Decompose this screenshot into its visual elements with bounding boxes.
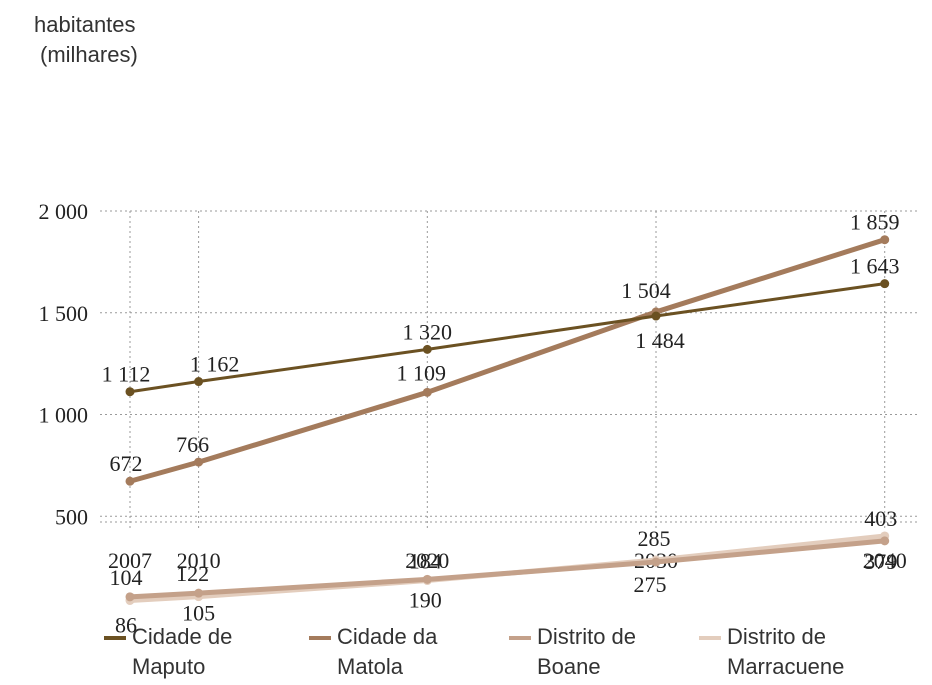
data-label-s3-2010: 105 <box>182 601 215 626</box>
legend-swatch-boane <box>509 636 531 640</box>
legend-item-maputo: Cidade de Maputo <box>104 622 309 682</box>
x-tick-label-2040: 2040 <box>863 548 907 573</box>
data-point-s1-2020 <box>422 387 432 397</box>
data-point-s2-2007 <box>125 592 135 602</box>
series-line-1 <box>127 237 888 484</box>
data-point-s0-2010 <box>194 377 204 387</box>
y-tick-label-500: 500 <box>55 504 88 529</box>
data-label-s3-2030: 285 <box>638 526 671 551</box>
legend-label-maputo-line2: Maputo <box>132 654 206 679</box>
data-label-s3-2007: 86 <box>115 612 137 637</box>
data-point-s0-2040 <box>880 279 890 289</box>
y-axis-title-line2: (milhares) <box>40 42 138 67</box>
data-point-s1-2007 <box>125 476 135 486</box>
y-tick-label-1000: 1 000 <box>39 403 89 428</box>
legend-label-boane-line2: Boane <box>537 654 601 679</box>
data-label-s2-2030: 275 <box>634 572 667 597</box>
series-line-2 <box>127 538 888 600</box>
data-point-s2-2020 <box>422 574 432 584</box>
legend-label-marracuene-line1: Distrito de <box>727 624 827 649</box>
data-point-s0-2020 <box>422 344 432 354</box>
legend: Cidade de Maputo Cidade da Matola Distrito… <box>104 622 909 682</box>
legend-item-boane: Distrito de Boane <box>509 622 699 682</box>
data-point-s1-2040 <box>880 235 890 245</box>
legend-item-marracuene: Distrito de Marracuene <box>699 622 909 682</box>
y-tick-label-2000: 2 000 <box>39 199 89 224</box>
data-label-s1-2007: 672 <box>110 451 143 476</box>
legend-label-marracuene-line2: Marracuene <box>727 654 845 679</box>
legend-item-matola: Cidade da Matola <box>309 622 509 682</box>
data-label-s0-2007: 1 112 <box>102 362 151 387</box>
data-label-s3-2040: 403 <box>864 506 897 531</box>
data-label-s2-2040: 379 <box>864 549 897 574</box>
data-label-s0-2040: 1 643 <box>850 254 900 279</box>
data-label-s1-2030: 1 504 <box>621 278 671 303</box>
data-label-s1-2040: 1 859 <box>850 210 900 235</box>
data-label-s2-2007: 104 <box>110 565 143 590</box>
legend-label-matola-line1: Cidade da <box>337 624 438 649</box>
data-point-s1-2010 <box>194 457 204 467</box>
data-label-s3-2020: 184 <box>409 549 442 574</box>
legend-label-boane-line1: Distrito de <box>537 624 637 649</box>
data-point-s2-2040 <box>880 536 890 546</box>
data-label-s1-2010: 766 <box>176 432 209 457</box>
data-label-s0-2030: 1 484 <box>635 328 685 353</box>
x-tick-label-2020: 2020 <box>405 548 449 573</box>
data-label-s0-2010: 1 162 <box>190 352 240 377</box>
data-point-s2-2010 <box>194 588 204 598</box>
y-tick-label-1500: 1 500 <box>39 301 89 326</box>
y-axis-title-line1: habitantes <box>34 12 136 37</box>
legend-label-matola-line2: Matola <box>337 654 404 679</box>
series-line-0 <box>128 282 887 394</box>
data-label-s2-2010: 122 <box>176 561 209 586</box>
data-label-s0-2020: 1 320 <box>403 319 453 344</box>
data-point-s0-2030 <box>651 311 661 321</box>
legend-swatch-marracuene <box>699 636 721 640</box>
x-tick-label-2010: 2010 <box>177 548 221 573</box>
legend-label-maputo-line1: Cidade de <box>132 624 233 649</box>
legend-swatch-matola <box>309 636 331 640</box>
data-point-s2-2030 <box>651 557 661 567</box>
x-tick-label-2007: 2007 <box>108 548 152 573</box>
y-axis-title: habitantes (milhares) <box>34 10 138 70</box>
data-point-s0-2007 <box>125 387 135 397</box>
data-label-s1-2020: 1 109 <box>397 360 447 385</box>
legend-swatch-maputo <box>104 636 126 640</box>
data-label-s2-2020: 190 <box>409 587 442 612</box>
